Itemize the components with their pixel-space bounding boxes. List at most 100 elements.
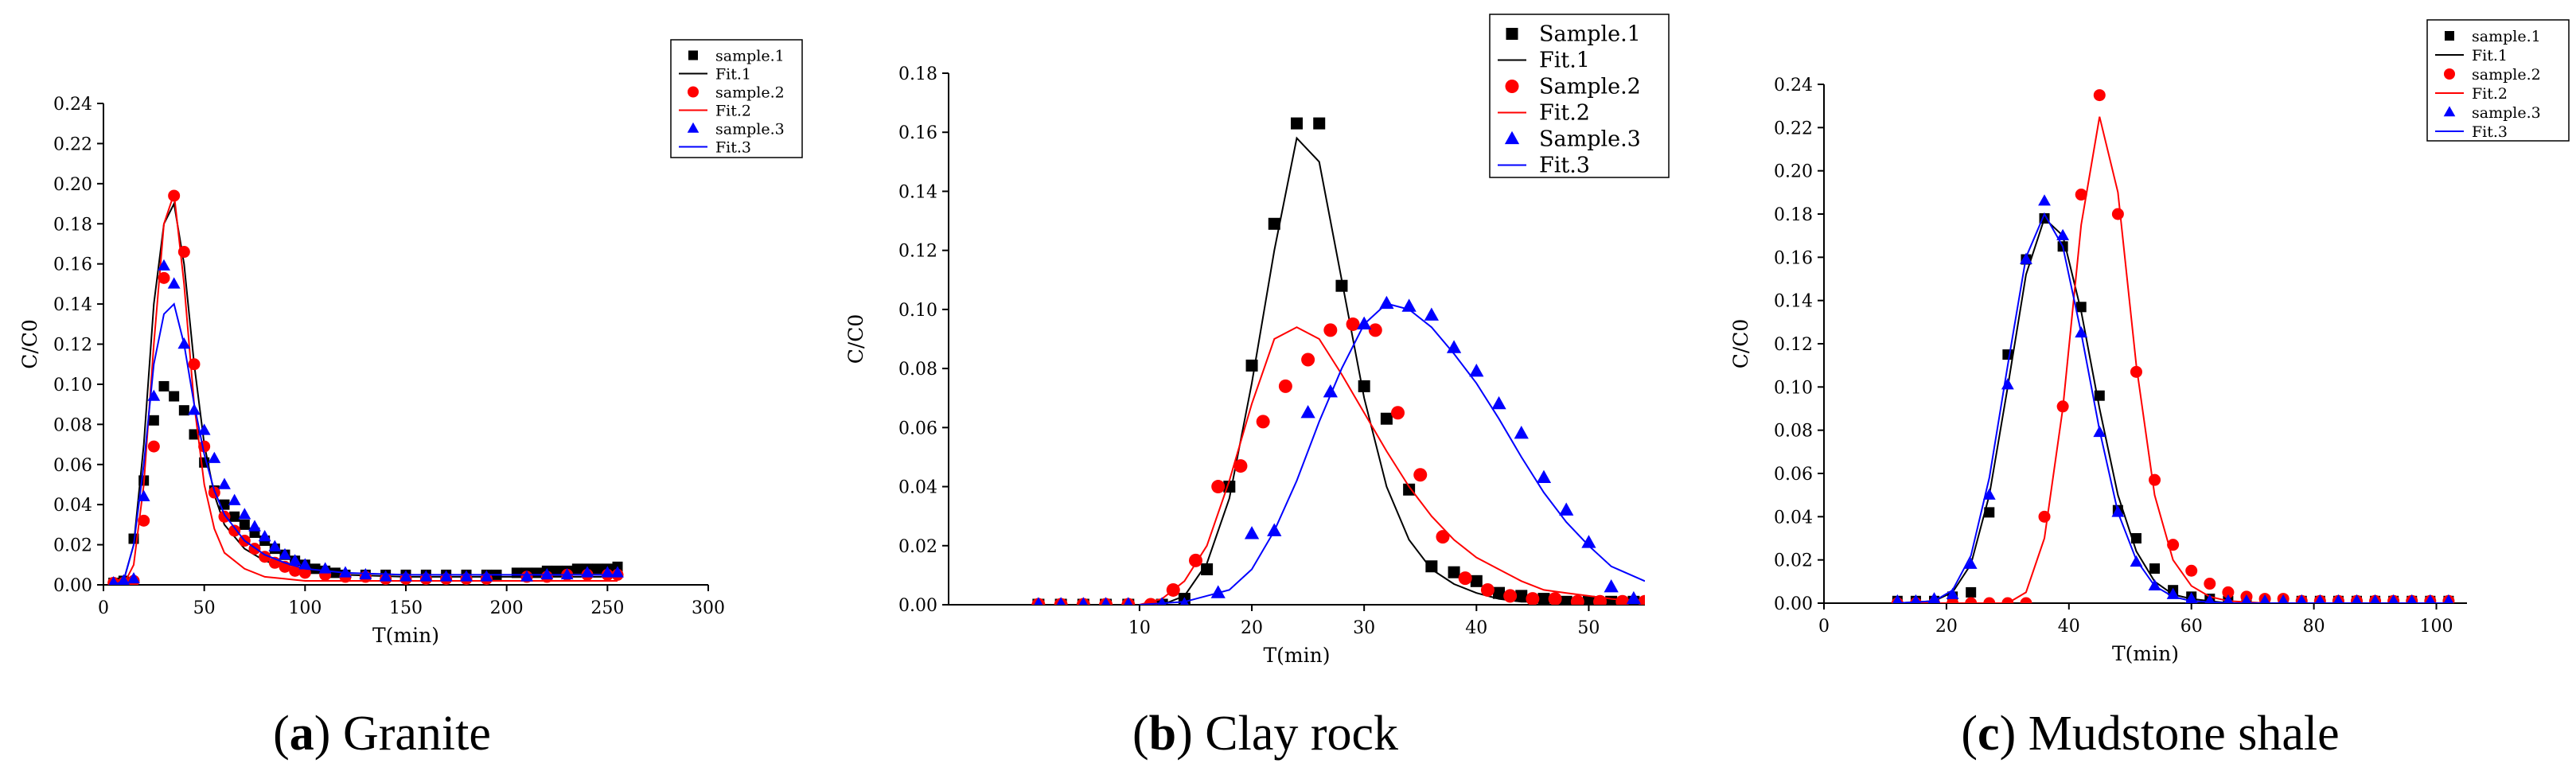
data-point: [1581, 535, 1596, 548]
data-point: [268, 539, 282, 551]
data-point: [1357, 316, 1372, 330]
data-point: [178, 405, 189, 416]
legend-entry-label: sample.3: [715, 121, 785, 138]
data-point: [1346, 317, 1360, 331]
data-point: [1470, 575, 1483, 587]
x-tick-label: 10: [1128, 618, 1151, 638]
data-point: [289, 564, 302, 577]
data-point: [208, 451, 221, 463]
y-tick-label: 0.00: [898, 596, 937, 616]
legend-entry-label: Fit.3: [2472, 123, 2508, 141]
data-point: [1380, 412, 1393, 425]
y-axis-label: C/C0: [844, 314, 867, 364]
data-point: [1403, 483, 1416, 496]
caption-text: ) Mudstone shale: [2000, 707, 2340, 761]
legend-entry-label: Fit.2: [715, 103, 751, 120]
data-point: [1514, 425, 1529, 439]
y-axis-label: C/C0: [1729, 319, 1752, 369]
data-point: [1626, 590, 1642, 605]
y-tick-label: 0.08: [1774, 422, 1813, 442]
data-point: [218, 477, 231, 489]
data-point: [1582, 595, 1595, 605]
data-point: [2002, 349, 2013, 360]
data-point: [1278, 379, 1292, 393]
data-point: [439, 570, 453, 582]
data-point: [1210, 585, 1226, 598]
data-point: [298, 558, 312, 570]
data-point: [137, 489, 150, 501]
legend-entry-label: Fit.3: [715, 139, 751, 157]
data-point: [1892, 594, 1903, 603]
y-tick-label: 0.16: [898, 123, 937, 143]
series-line-fit-2: [113, 193, 618, 585]
legend-marker-swatch: [688, 50, 698, 60]
data-point: [1911, 594, 1921, 603]
data-point: [1323, 323, 1338, 337]
data-point: [2406, 594, 2417, 603]
data-point: [2223, 594, 2234, 603]
chart-panel-c: 0.00 0.02 0.04 0.06 0.08 0.10 0.12 0.14 0.16 0.18…: [1729, 19, 2570, 761]
y-tick-label: 0.16: [53, 255, 92, 275]
data-point: [1503, 589, 1518, 603]
legend-marker-swatch: [2445, 31, 2454, 41]
legend-entry-label: sample.2: [715, 84, 785, 102]
data-point: [238, 508, 251, 520]
legend-marker-swatch: [1504, 130, 1520, 145]
caption-paren-open: (: [1961, 707, 1978, 761]
data-point: [2333, 594, 2344, 603]
series-line-fit-1: [1139, 136, 1634, 605]
x-tick-label: 0: [1818, 617, 1830, 637]
caption-letter: b: [1149, 707, 1176, 761]
data-point: [1526, 592, 1540, 605]
x-tick-label: 0: [98, 598, 109, 618]
legend-entry-label: sample.3: [2472, 104, 2541, 122]
legend-entry-label: Sample.2: [1539, 75, 1641, 99]
data-point: [1301, 352, 1315, 367]
data-point: [229, 511, 240, 522]
data-point: [1379, 295, 1394, 310]
data-point: [2038, 194, 2051, 206]
y-tick-label: 0.24: [53, 95, 92, 115]
series-sample-1: [108, 380, 623, 585]
data-point: [2259, 594, 2270, 603]
data-point: [399, 570, 412, 582]
y-tick-label: 0.16: [1774, 248, 1813, 268]
data-point: [419, 570, 433, 582]
data-point: [1424, 307, 1439, 321]
data-point: [2241, 594, 2252, 603]
data-point: [2443, 594, 2454, 603]
plot-area: [1891, 89, 2455, 603]
data-point: [1515, 590, 1528, 602]
legend-entry-label: Fit.1: [715, 66, 751, 84]
y-tick-label: 0.02: [53, 536, 92, 556]
series-line-fit-2: [1139, 326, 1645, 605]
data-point: [1458, 571, 1472, 586]
x-tick-label: 60: [2180, 617, 2203, 637]
x-tick-label: 250: [590, 598, 624, 618]
legend-marker-swatch: [1505, 80, 1519, 93]
y-tick-label: 0.06: [898, 419, 937, 438]
data-point: [1056, 597, 1066, 605]
x-tick-label: 50: [1577, 618, 1600, 638]
data-point: [339, 566, 352, 578]
series-sample-2: [1031, 317, 1645, 605]
data-point: [571, 563, 583, 575]
x-tick-label: 40: [1465, 618, 1487, 638]
data-point: [1965, 597, 1978, 603]
data-point: [2185, 564, 2198, 577]
y-tick-label: 0.20: [1774, 162, 1813, 182]
data-point: [1335, 279, 1348, 292]
y-tick-label: 0.24: [1774, 76, 1813, 95]
data-point: [551, 565, 563, 576]
panel-caption: (b) Clay rock: [1132, 707, 1398, 761]
y-tick-label: 0.14: [53, 295, 92, 315]
data-point: [1436, 530, 1450, 544]
legend-marker-swatch: [1506, 28, 1518, 40]
y-tick-label: 0.08: [898, 360, 937, 380]
data-point: [169, 391, 180, 402]
x-tick-label: 20: [1935, 617, 1958, 637]
data-point: [2204, 594, 2216, 603]
y-tick-label: 0.20: [53, 175, 92, 195]
data-point: [1946, 587, 1959, 599]
